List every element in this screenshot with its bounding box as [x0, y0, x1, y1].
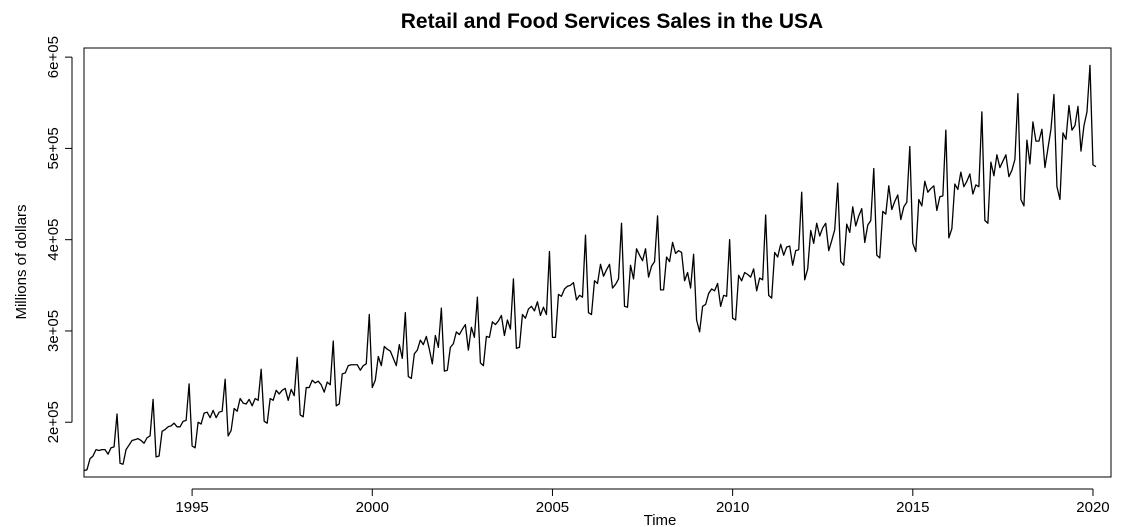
x-axis: 1995 2000 2005 2010 2015 2020 [175, 488, 1110, 516]
y-axis-label: Millions of dollars [13, 204, 30, 319]
x-tick-label: 2010 [716, 499, 749, 516]
chart-title: Retail and Food Services Sales in the US… [401, 10, 823, 33]
y-axis: 2e+05 3e+05 4e+05 5e+05 6e+05 [45, 36, 73, 443]
x-tick-label: 2005 [536, 499, 569, 516]
y-tick-label: 2e+05 [45, 401, 62, 443]
y-tick-label: 5e+05 [45, 127, 62, 169]
x-tick-label: 2015 [896, 499, 929, 516]
y-tick-label: 3e+05 [45, 310, 62, 352]
series-line [83, 64, 1097, 472]
plot-frame [83, 47, 1112, 478]
x-axis-label: Time [644, 512, 677, 527]
y-tick-label: 6e+05 [45, 36, 62, 78]
x-tick-label: 2000 [356, 499, 389, 516]
y-tick-label: 4e+05 [45, 219, 62, 261]
x-tick-label: 2020 [1076, 499, 1109, 516]
x-tick-label: 1995 [175, 499, 208, 516]
